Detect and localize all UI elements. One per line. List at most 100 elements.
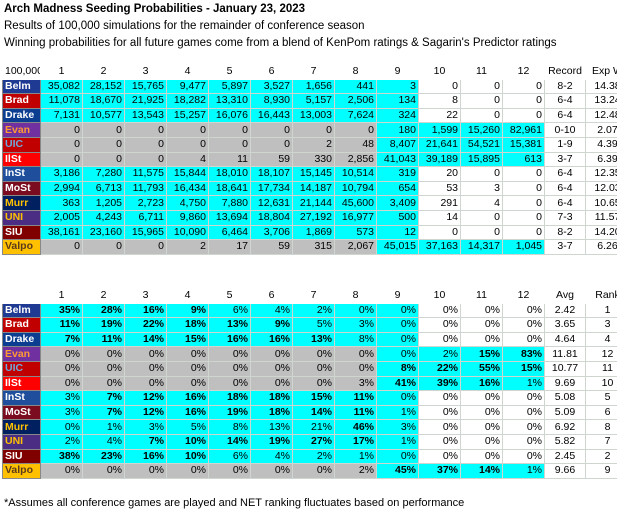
seed-cell: 0: [40, 239, 83, 255]
avg-cell: 4.64: [544, 331, 586, 348]
seed-cell: 3%: [376, 419, 419, 435]
seed-cell: 330: [292, 151, 335, 168]
seed-cell: 0: [460, 93, 503, 109]
seed-cell: 10,577: [82, 107, 125, 124]
seed-cell: 1%: [502, 463, 545, 479]
seed-cell: 21,641: [418, 136, 461, 153]
seed-cell: 13,694: [208, 209, 251, 226]
seed-cell: 12: [376, 224, 419, 241]
seed-cell: 0%: [292, 463, 335, 479]
team-label: Belm: [2, 302, 41, 319]
table-row: IlSt 0% 0% 0% 0% 0% 0% 0% 3% 41% 39% 16% 1% 9.69 10: [2, 375, 617, 392]
seed-cell: 18%: [208, 390, 251, 406]
seed-cell: 27,192: [292, 209, 335, 226]
seed-cell: 0%: [376, 302, 419, 319]
seed-cell: 5%: [292, 317, 335, 333]
seed-cell: 0: [292, 122, 335, 138]
seed-cell: 18%: [250, 404, 293, 421]
seed-cell: 0%: [418, 331, 461, 348]
seed-cell: 2,994: [40, 180, 83, 197]
seed-cell: 0%: [334, 360, 377, 377]
seed-cell: 13%: [292, 331, 335, 348]
seed-cell: 14%: [292, 404, 335, 421]
seed-cell: 17: [208, 239, 251, 255]
seed-cell: 7%: [82, 404, 125, 421]
avg-cell: 10.77: [544, 360, 586, 377]
seed-cell: 13,543: [124, 107, 167, 124]
table-row: Murr 0% 1% 3% 5% 8% 13% 21% 46% 3% 0% 0% 0% 6.92 8: [2, 419, 617, 435]
seed-cell: 9%: [250, 317, 293, 333]
column-header: Record: [544, 64, 586, 80]
team-label: Evan: [2, 346, 41, 362]
seed-cell: 2%: [292, 448, 335, 465]
team-label: Drake: [2, 331, 41, 348]
seed-cell: 28%: [82, 302, 125, 319]
seed-cell: 3,706: [250, 224, 293, 241]
seed-cell: 0: [502, 224, 545, 241]
expw-cell: 4.39: [585, 136, 617, 153]
seed-cell: 35,082: [40, 78, 83, 95]
seed-cell: 0: [40, 122, 83, 138]
team-label: Drake: [2, 107, 41, 124]
seed-cell: 15,260: [460, 122, 503, 138]
seed-cell: 0%: [250, 346, 293, 362]
seed-cell: 0%: [40, 346, 83, 362]
seed-cell: 0: [460, 107, 503, 124]
seed-cell: 6%: [208, 302, 251, 319]
seed-cell: 4%: [82, 433, 125, 450]
team-label: UNI: [2, 209, 41, 226]
seed-cell: 18,641: [208, 180, 251, 197]
seed-cell: 0: [124, 151, 167, 168]
seed-cell: 8%: [334, 331, 377, 348]
table-row: Drake 7% 11% 14% 15% 16% 16% 13% 8% 0% 0% 0% 0% 4.64 4: [2, 331, 617, 348]
seed-cell: 0: [124, 122, 167, 138]
seed-cell: 0: [502, 180, 545, 197]
seed-cell: 2%: [40, 433, 83, 450]
seed-cell: 11,078: [40, 93, 83, 109]
subtitle-methodology: Winning probabilities for all future gam…: [4, 37, 557, 49]
column-header: 8: [334, 64, 377, 80]
seed-cell: 45,015: [376, 239, 419, 255]
seed-cell: 2%: [334, 463, 377, 479]
seed-cell: 16%: [460, 375, 503, 392]
rank-cell: 5: [585, 390, 617, 406]
seed-cell: 0: [334, 122, 377, 138]
record-cell: 7-3: [544, 209, 586, 226]
seed-cell: 23%: [82, 448, 125, 465]
seed-cell: 0: [208, 136, 251, 153]
seed-cell: 15,844: [166, 166, 209, 182]
seed-cell: 16%: [124, 302, 167, 319]
seed-cell: 0: [166, 122, 209, 138]
seed-cell: 0%: [418, 302, 461, 319]
team-label: Murr: [2, 195, 41, 211]
seed-cell: 0%: [250, 463, 293, 479]
table-row: UIC 0% 0% 0% 0% 0% 0% 0% 0% 8% 22% 55% 15% 10.77 11: [2, 360, 617, 377]
seed-cell: 5%: [166, 419, 209, 435]
seed-cell: 46%: [334, 419, 377, 435]
seed-cell: 324: [376, 107, 419, 124]
seed-cell: 1,869: [292, 224, 335, 241]
seed-cell: 15,965: [124, 224, 167, 241]
seed-cell: 14: [418, 209, 461, 226]
seed-cell: 59: [250, 151, 293, 168]
expw-cell: 14.38: [585, 78, 617, 95]
seed-cell: 4%: [250, 302, 293, 319]
seed-cell: 15,257: [166, 107, 209, 124]
seed-cell: 10%: [166, 448, 209, 465]
seed-cell: 0%: [460, 302, 503, 319]
seed-cell: 0%: [376, 317, 419, 333]
avg-cell: 2.42: [544, 302, 586, 319]
seed-cell: 1%: [376, 433, 419, 450]
seed-cell: 134: [376, 93, 419, 109]
table-row: MoSt 2,994 6,713 11,793 16,434 18,641 17,734 14…: [2, 180, 617, 197]
seed-cell: 0: [82, 151, 125, 168]
seed-cell: 3%: [40, 404, 83, 421]
seed-cell: 573: [334, 224, 377, 241]
seed-cell: 0%: [418, 419, 461, 435]
seed-cell: 39,189: [418, 151, 461, 168]
seed-cell: 613: [502, 151, 545, 168]
record-cell: 6-4: [544, 195, 586, 211]
column-header: 11: [460, 288, 503, 304]
rank-cell: 4: [585, 331, 617, 348]
seed-cell: 21%: [292, 419, 335, 435]
